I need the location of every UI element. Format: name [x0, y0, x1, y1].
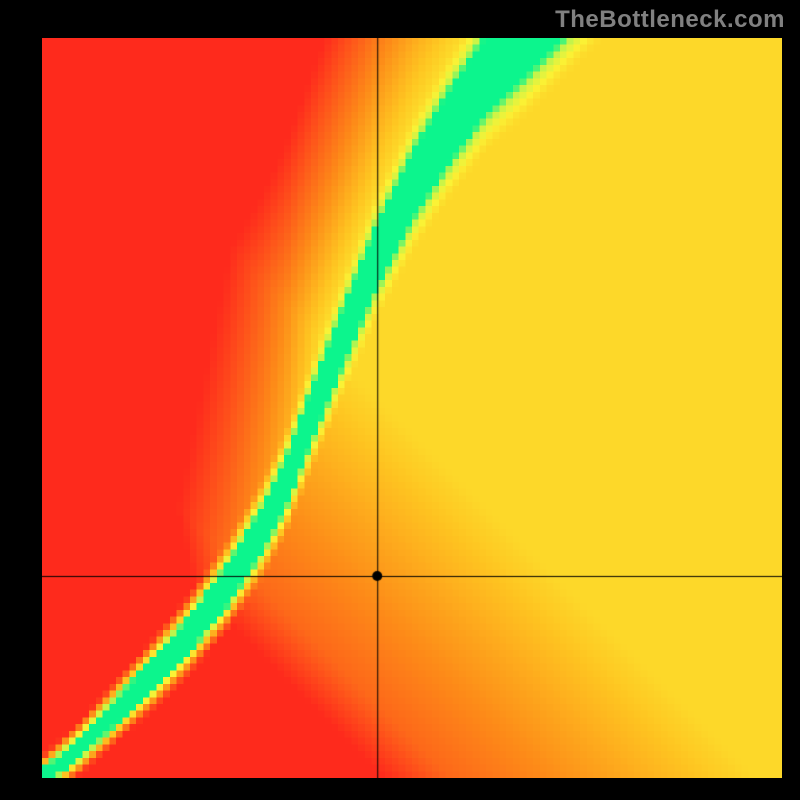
chart-container: TheBottleneck.com — [0, 0, 800, 800]
crosshair-overlay — [42, 38, 782, 778]
watermark-text: TheBottleneck.com — [555, 6, 785, 34]
